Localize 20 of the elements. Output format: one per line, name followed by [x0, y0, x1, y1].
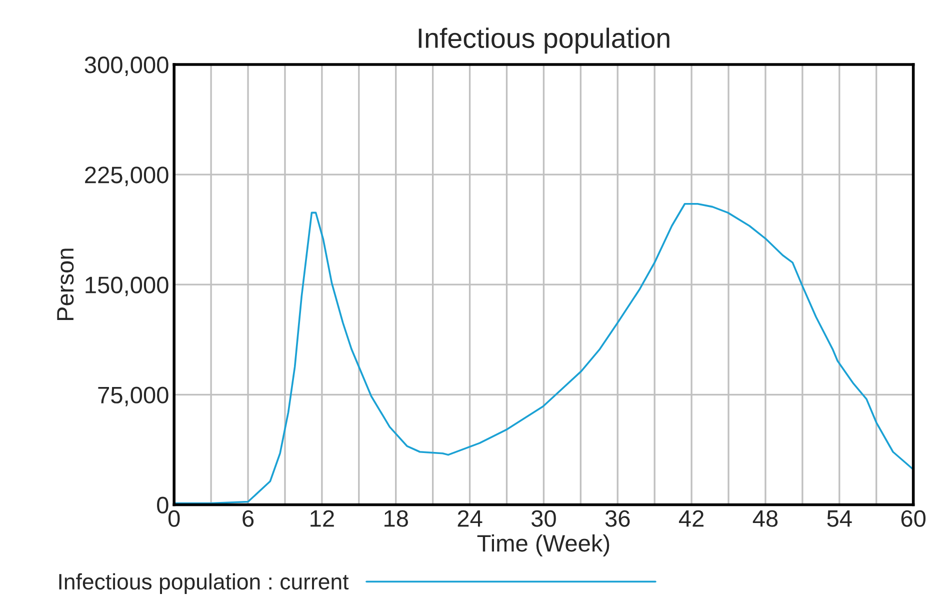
x-tick-label: 54 [827, 510, 852, 527]
x-tick-label: 0 [168, 510, 180, 527]
chart-title: Infectious population [418, 28, 670, 54]
x-tick-label: 60 [901, 510, 926, 527]
x-tick-label: 48 [752, 510, 778, 527]
x-tick-label: 42 [678, 510, 704, 527]
y-tick-label: 75,000 [98, 386, 168, 406]
y-tick-label: 150,000 [86, 276, 168, 296]
x-tick-label: 18 [384, 510, 408, 527]
x-axis-title: Time (Week) [477, 534, 610, 556]
x-tick-label: 24 [458, 510, 482, 527]
x-tick-label: 30 [531, 510, 556, 527]
x-tick-label: 12 [310, 510, 334, 527]
y-tick-label: 300,000 [84, 56, 168, 76]
y-tick-label: 225,000 [85, 166, 168, 186]
y-axis-title: Person [57, 248, 74, 320]
x-tick-label: 36 [605, 510, 630, 527]
text: Infectious population : current [59, 573, 349, 594]
y-tick-label: 0 [157, 496, 168, 514]
x-tick-label: 6 [242, 510, 254, 527]
